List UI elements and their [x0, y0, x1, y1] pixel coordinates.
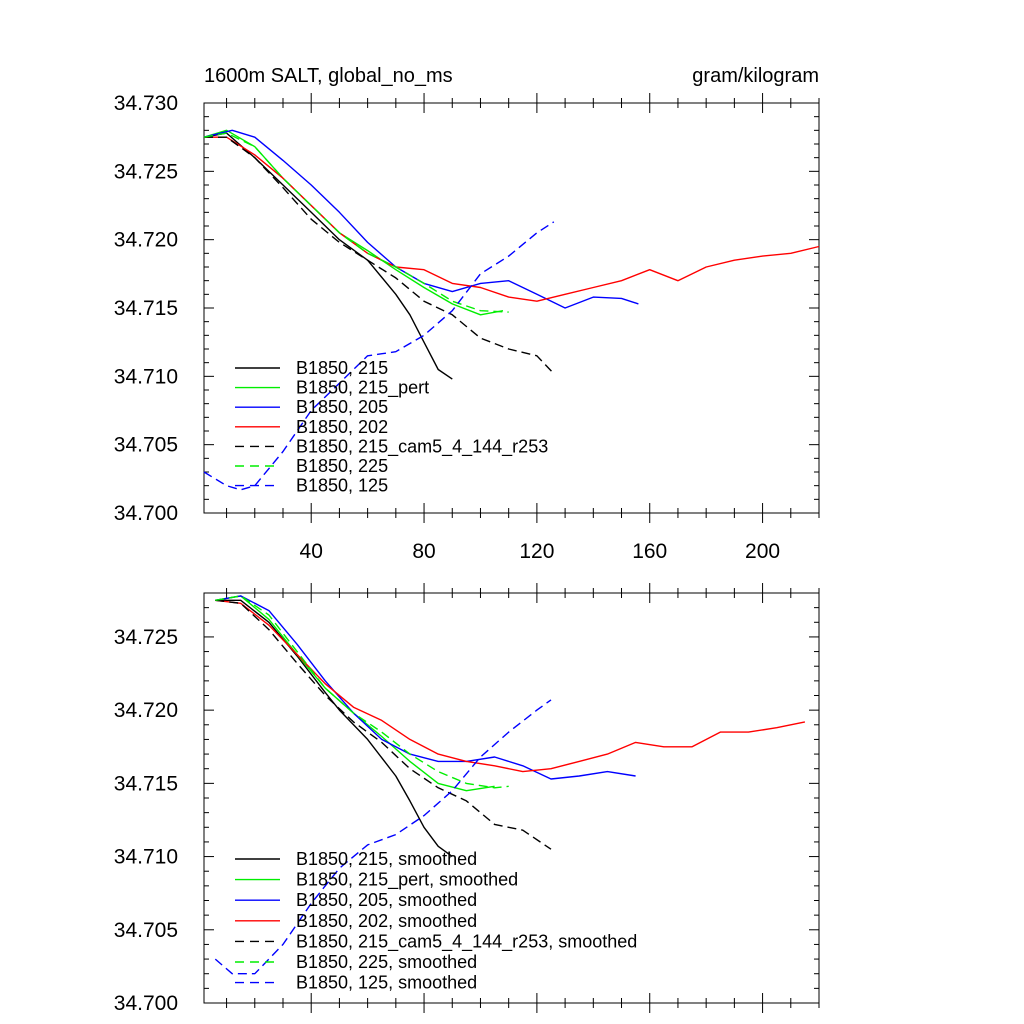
legend-entry: B1850, 215_pert	[296, 378, 429, 399]
series-line	[203, 129, 504, 316]
x-tick-label: 120	[519, 540, 554, 563]
series-line	[215, 595, 636, 780]
series-line	[203, 132, 509, 313]
legend-entry: B1850, 205	[296, 397, 388, 417]
legend-entry: B1850, 225	[296, 456, 388, 476]
x-tick-label: 160	[632, 540, 667, 563]
y-tick-label: 34.725	[114, 160, 178, 183]
legend-entry: B1850, 215, smoothed	[296, 849, 477, 869]
x-tick-label: 40	[300, 540, 323, 563]
legend-entry: B1850, 215_cam5_4_144_r253, smoothed	[296, 931, 637, 952]
y-tick-label: 34.715	[114, 772, 178, 795]
bottom-panel: 34.700 34.705 34.710 34.715 34.720 34.725 B185…	[114, 583, 820, 1015]
y-tick-label: 34.720	[114, 229, 178, 252]
y-tick-label: 34.720	[114, 699, 178, 722]
y-tick-label: 34.710	[114, 846, 178, 869]
chart-title: 1600m SALT, global_no_ms	[204, 65, 453, 87]
y-tick-label: 34.705	[114, 434, 178, 457]
y-tick-label: 34.710	[114, 365, 178, 388]
legend-entry: B1850, 125, smoothed	[296, 973, 477, 993]
series-line	[215, 599, 453, 858]
series-line	[204, 136, 555, 375]
y-tick-label: 34.700	[114, 992, 178, 1015]
series-line	[215, 595, 509, 789]
legend-entry: B1850, 202	[296, 417, 388, 437]
series-line	[215, 599, 806, 773]
y-tick-label: 34.725	[114, 626, 178, 649]
y-tick-label: 34.715	[114, 297, 178, 320]
y-tick-label: 34.700	[114, 502, 178, 525]
y-tick-label: 34.705	[114, 919, 178, 942]
legend-entry: B1850, 205, smoothed	[296, 890, 477, 910]
legend-entry: B1850, 202, smoothed	[296, 911, 477, 931]
series-line	[214, 699, 552, 975]
legend-entry: B1850, 215	[296, 358, 388, 378]
legend-entry: B1850, 215_pert, smoothed	[296, 870, 518, 891]
x-tick-label: 200	[745, 540, 780, 563]
x-tick-label: 80	[412, 540, 435, 563]
top-panel: 34.700 34.705 34.710 34.715 34.720 34.725 34.7…	[114, 65, 820, 563]
legend-entry: B1850, 225, smoothed	[296, 952, 477, 972]
y-tick-label: 34.730	[114, 92, 178, 115]
legend-entry: B1850, 215_cam5_4_144_r253	[296, 436, 548, 457]
series-line	[203, 132, 453, 380]
series-line	[203, 221, 555, 491]
units-label: gram/kilogram	[692, 65, 819, 87]
series-line	[215, 599, 552, 850]
legend-entry: B1850, 125	[296, 476, 388, 496]
series-line	[204, 136, 820, 302]
